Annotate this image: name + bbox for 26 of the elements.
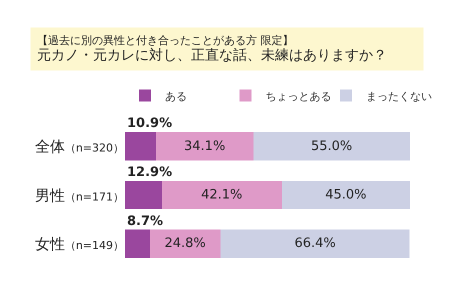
- bar: [162, 180, 282, 210]
- y-tick-label: 全体（n=320）: [34, 138, 124, 156]
- chart-subtitle: 【過去に別の異性と付き合ったことがある方 限定】: [37, 34, 294, 47]
- bar: [125, 230, 150, 258]
- bar: [282, 180, 410, 210]
- bar: [125, 132, 156, 160]
- chart-title: 元カノ・元カレに対し、正直な話、未練はありますか？: [37, 48, 387, 64]
- data-label: 12.9%: [127, 165, 172, 180]
- y-tick-label: 男性（n=171）: [34, 186, 124, 204]
- legend-label: ちょっとある: [266, 90, 332, 103]
- bar: [150, 230, 220, 258]
- data-label: 55.0%: [310, 138, 352, 154]
- bar: [220, 230, 410, 258]
- bar: [156, 132, 254, 160]
- data-label: 24.8%: [164, 236, 206, 252]
- bar: [125, 180, 162, 210]
- data-label: 10.9%: [127, 116, 172, 131]
- data-label: 45.0%: [325, 188, 367, 202]
- legend-label: まったくない: [366, 90, 432, 103]
- y-tick-label: 女性（n=149）: [34, 234, 124, 253]
- data-label: 42.1%: [201, 188, 242, 202]
- legend-label: ある: [165, 90, 187, 103]
- bar: [253, 132, 410, 160]
- data-label: 34.1%: [184, 138, 226, 154]
- data-label: 8.7%: [127, 214, 164, 229]
- data-label: 66.4%: [294, 236, 336, 252]
